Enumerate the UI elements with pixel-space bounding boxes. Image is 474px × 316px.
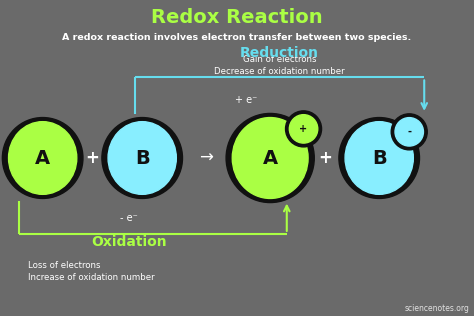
Text: A redox reaction involves electron transfer between two species.: A redox reaction involves electron trans… (63, 33, 411, 42)
Text: +: + (85, 149, 100, 167)
Text: A: A (35, 149, 50, 167)
Text: - e⁻: - e⁻ (120, 213, 138, 223)
Text: Gain of electrons
Decrease of oxidation number: Gain of electrons Decrease of oxidation … (214, 55, 345, 76)
Ellipse shape (345, 122, 413, 194)
Ellipse shape (226, 113, 314, 203)
Ellipse shape (339, 118, 419, 198)
Text: +: + (318, 149, 332, 167)
Ellipse shape (102, 118, 182, 198)
Text: Oxidation: Oxidation (91, 235, 167, 249)
Ellipse shape (289, 115, 318, 143)
Ellipse shape (391, 114, 427, 150)
Ellipse shape (2, 118, 83, 198)
Text: A: A (263, 149, 278, 167)
Text: Reduction: Reduction (240, 46, 319, 60)
Text: →: → (199, 149, 213, 167)
Text: +: + (300, 124, 308, 134)
Ellipse shape (285, 111, 321, 147)
Ellipse shape (9, 122, 77, 194)
Ellipse shape (108, 122, 176, 194)
Text: + e⁻: + e⁻ (236, 94, 257, 105)
Text: sciencenotes.org: sciencenotes.org (404, 304, 469, 313)
Text: -: - (407, 127, 411, 137)
Text: Loss of electrons
Increase of oxidation number: Loss of electrons Increase of oxidation … (28, 261, 155, 282)
Text: B: B (135, 149, 150, 167)
Ellipse shape (232, 118, 308, 198)
Text: Redox Reaction: Redox Reaction (151, 8, 323, 27)
Text: B: B (372, 149, 387, 167)
Ellipse shape (395, 118, 423, 146)
